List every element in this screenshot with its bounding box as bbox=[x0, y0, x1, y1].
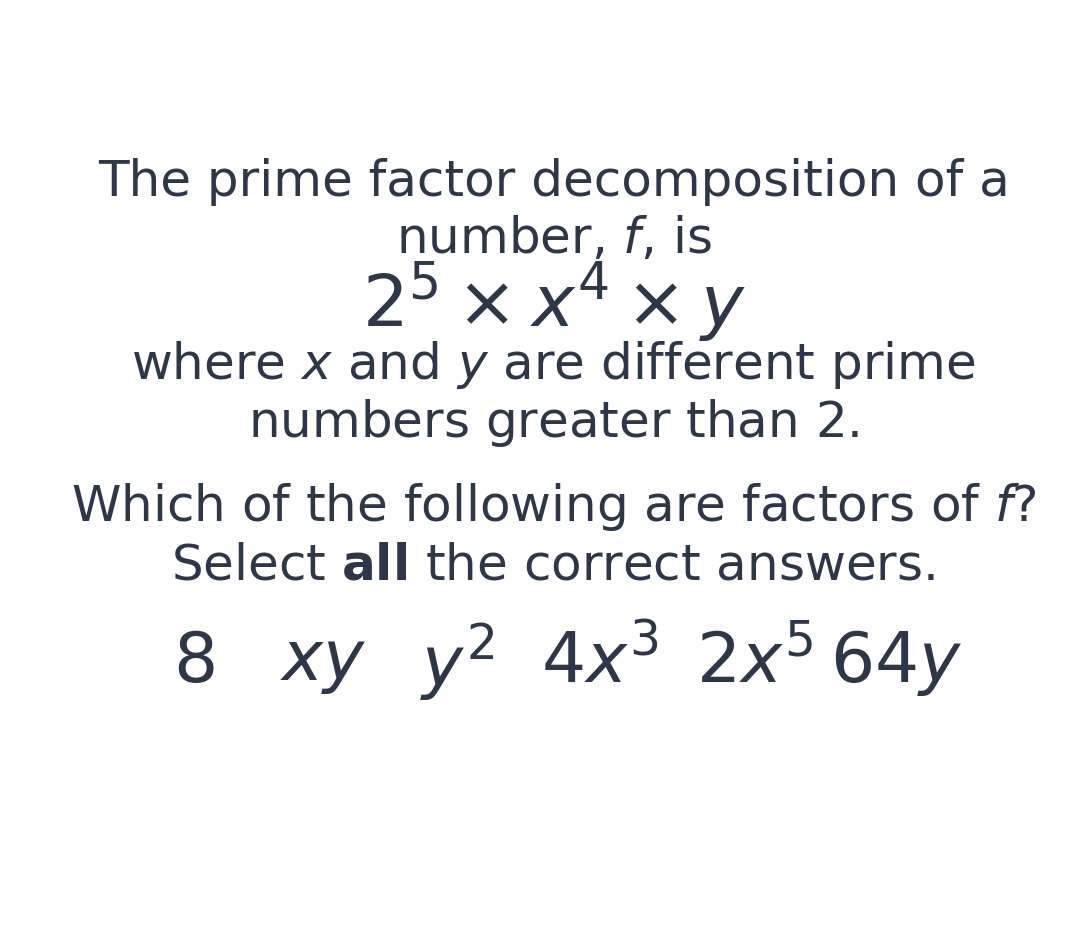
Text: $64y$: $64y$ bbox=[831, 628, 963, 697]
Text: Select $\bf{all}$ the correct answers.: Select $\bf{all}$ the correct answers. bbox=[172, 541, 935, 589]
Text: $2x^5$: $2x^5$ bbox=[696, 630, 813, 697]
Text: numbers greater than $2$.: numbers greater than $2$. bbox=[247, 397, 860, 448]
Text: $4x^3$: $4x^3$ bbox=[541, 629, 659, 697]
Text: $y^2$: $y^2$ bbox=[420, 622, 495, 703]
Text: The prime factor decomposition of a: The prime factor decomposition of a bbox=[97, 158, 1010, 206]
Text: number, $f$, is: number, $f$, is bbox=[395, 215, 712, 263]
Text: where $x$ and $y$ are different prime: where $x$ and $y$ are different prime bbox=[132, 338, 975, 391]
Text: $8$: $8$ bbox=[173, 630, 214, 697]
Text: $xy$: $xy$ bbox=[280, 630, 367, 697]
Text: $2^5 \times x^4 \times y$: $2^5 \times x^4 \times y$ bbox=[362, 259, 745, 345]
Text: Which of the following are factors of $f$?: Which of the following are factors of $f… bbox=[70, 481, 1037, 533]
